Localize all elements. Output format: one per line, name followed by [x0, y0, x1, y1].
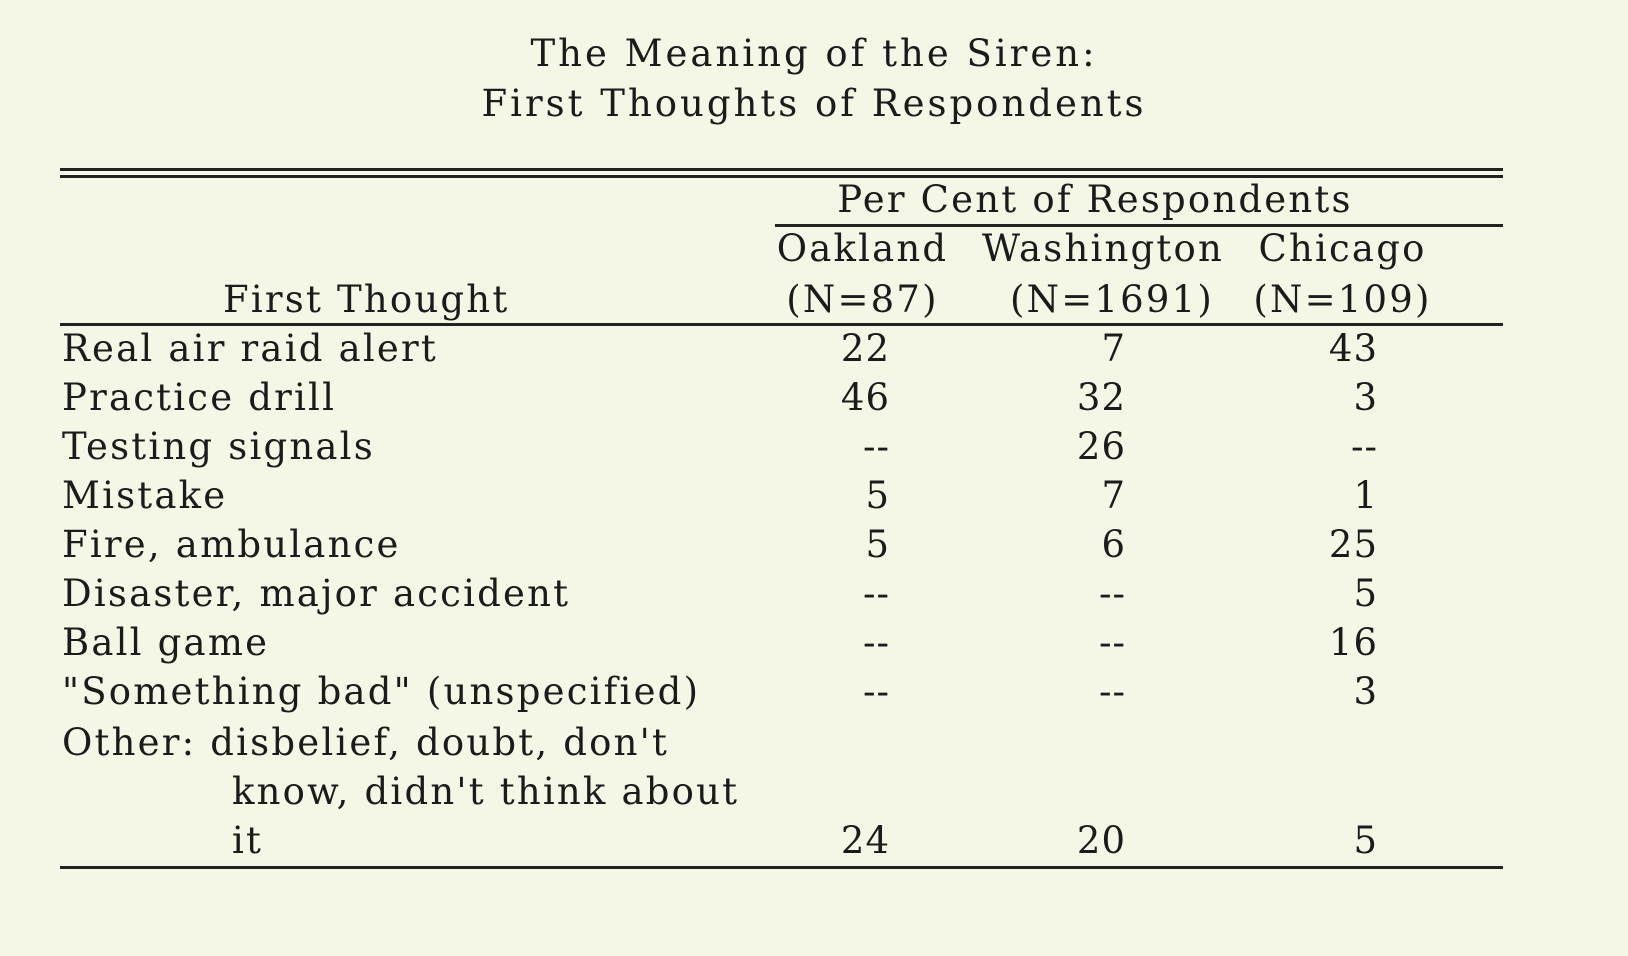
- row-label-line-1: Other: disbelief, doubt, don't: [62, 721, 670, 764]
- table-title-line-2: First Thoughts of Respondents: [481, 82, 1147, 125]
- row-label-line-3: it: [232, 819, 264, 862]
- value-chicago: --: [1350, 425, 1378, 468]
- value-oakland: --: [862, 621, 890, 664]
- row-label: Disaster, major accident: [62, 572, 571, 615]
- value-oakland: --: [862, 572, 890, 615]
- value-chicago: 43: [1328, 327, 1378, 370]
- value-chicago: 3: [1353, 376, 1378, 419]
- row-label: Fire, ambulance: [62, 523, 401, 566]
- value-chicago: 1: [1353, 474, 1378, 517]
- row-label: Mistake: [62, 474, 228, 517]
- column-n-chicago: (N=109): [1253, 278, 1432, 321]
- row-label-line-2: know, didn't think about: [232, 770, 740, 813]
- bottom-rule: [60, 866, 1503, 869]
- value-oakland: --: [862, 670, 890, 713]
- row-label: Ball game: [62, 621, 270, 664]
- value-washington: --: [1098, 670, 1126, 713]
- value-oakland: 5: [865, 523, 890, 566]
- column-n-oakland: (N=87): [786, 278, 939, 321]
- value-washington: --: [1098, 621, 1126, 664]
- top-rule-upper: [60, 168, 1503, 171]
- header-rule: [60, 323, 1503, 326]
- value-washington: 7: [1101, 327, 1126, 370]
- spanner-rule: [775, 224, 1503, 227]
- column-header-washington: Washington: [981, 227, 1224, 270]
- row-label: Practice drill: [62, 376, 337, 419]
- table-title-line-1: The Meaning of the Siren:: [530, 32, 1098, 75]
- value-oakland: --: [862, 425, 890, 468]
- value-washington: 6: [1101, 523, 1126, 566]
- spanner-heading: Per Cent of Respondents: [837, 178, 1353, 221]
- value-oakland: 24: [840, 819, 890, 862]
- value-washington: 20: [1076, 819, 1126, 862]
- top-rule-lower: [60, 175, 1503, 178]
- row-label: Real air raid alert: [62, 327, 438, 370]
- value-oakland: 22: [840, 327, 890, 370]
- column-header-oakland: Oakland: [776, 227, 949, 270]
- value-chicago: 5: [1353, 572, 1378, 615]
- value-washington: 7: [1101, 474, 1126, 517]
- value-washington: 32: [1076, 376, 1126, 419]
- value-washington: --: [1098, 572, 1126, 615]
- value-washington: 26: [1076, 425, 1126, 468]
- value-oakland: 46: [840, 376, 890, 419]
- value-chicago: 5: [1353, 819, 1378, 862]
- value-chicago: 16: [1328, 621, 1378, 664]
- value-oakland: 5: [865, 474, 890, 517]
- value-chicago: 3: [1353, 670, 1378, 713]
- column-header-chicago: Chicago: [1258, 227, 1427, 270]
- row-header-first-thought: First Thought: [223, 278, 510, 321]
- row-label: "Something bad" (unspecified): [62, 670, 701, 713]
- value-chicago: 25: [1328, 523, 1378, 566]
- column-n-washington: (N=1691): [1009, 278, 1214, 321]
- row-label: Testing signals: [62, 425, 375, 468]
